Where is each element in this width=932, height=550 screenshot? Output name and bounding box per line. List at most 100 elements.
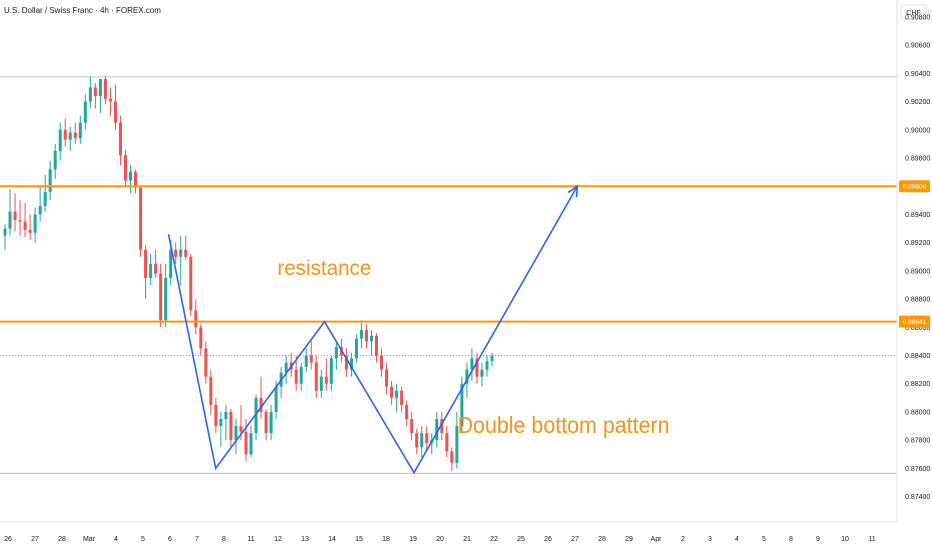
candle-body (324, 376, 328, 384)
candle (249, 426, 253, 458)
candle-body (480, 369, 484, 377)
candle-body (294, 369, 298, 384)
x-tick-label: 2 (681, 536, 685, 543)
candle (480, 362, 484, 387)
candle (174, 242, 178, 264)
candle-body (204, 348, 208, 377)
double-bottom-label[interactable]: Double bottom pattern (458, 412, 670, 438)
candle-body (364, 330, 368, 342)
candle-body (244, 431, 248, 455)
price-axis[interactable]: CHF 0.87400 0.87600 0.87800 0.88000 0.88200 0… (896, 0, 932, 522)
x-tick-label: 3 (708, 536, 712, 543)
candle-body (88, 87, 92, 102)
x-tick-label: 8 (222, 536, 226, 543)
candle (139, 186, 143, 257)
candle (184, 235, 188, 260)
x-tick-label: 28 (58, 536, 66, 543)
x-tick-label: 9 (816, 536, 820, 543)
y-tick-label: 0.88600 (905, 325, 930, 332)
pattern-arrowhead (567, 184, 579, 198)
candle (118, 115, 122, 166)
candle-body (269, 411, 273, 434)
candle (199, 324, 203, 356)
time-axis[interactable]: 26 27 28 Mar 4 5 6 7 8 11 12 13 14 15 18 19 20 21 22 25 26 27… (0, 521, 932, 550)
candle-body (254, 397, 258, 434)
pattern-drawing[interactable] (167, 184, 579, 475)
y-tick-label: 0.89800 (905, 156, 930, 163)
x-tick-label: 18 (382, 536, 390, 543)
candle-body (314, 362, 318, 391)
pattern-line[interactable] (167, 185, 579, 475)
resistance-upper-tag (899, 180, 930, 193)
candle-body (284, 362, 288, 373)
candle-body (93, 87, 97, 96)
candle-body (98, 79, 102, 96)
candle (88, 76, 92, 109)
candle (189, 253, 193, 317)
candle (400, 386, 404, 412)
candle (43, 174, 47, 212)
y-tick-label: 0.87400 (905, 494, 930, 501)
candle (53, 143, 57, 180)
candle-body (229, 411, 233, 441)
x-tick-label: 5 (762, 536, 766, 543)
candle (108, 87, 112, 116)
x-tick-label: 6 (168, 536, 172, 543)
candle (294, 355, 298, 391)
candle (415, 428, 419, 455)
candle-body (380, 355, 384, 370)
x-tick-label: 27 (31, 536, 39, 543)
candle-body (410, 419, 414, 434)
candle-body (450, 451, 454, 463)
candle-body (299, 366, 303, 384)
candle-body (159, 273, 163, 321)
reference-lines (0, 76, 897, 474)
annotations[interactable]: resistance Double bottom pattern (277, 257, 669, 438)
x-tick-label: 28 (598, 536, 606, 543)
candle-body (219, 419, 223, 427)
candle (98, 79, 102, 113)
x-tick-label: 5 (141, 536, 145, 543)
candle-body (13, 211, 17, 221)
resistance-label[interactable]: resistance (277, 257, 371, 280)
candle-body (344, 355, 348, 370)
candle (93, 83, 97, 109)
y-tick-label: 0.90000 (905, 127, 930, 134)
candle-body (485, 361, 489, 370)
candle (83, 94, 87, 130)
candle (229, 409, 233, 448)
x-tick-label: 29 (625, 536, 633, 543)
currency-box[interactable] (900, 4, 927, 20)
candle-body (460, 383, 464, 427)
candle-body (179, 249, 183, 257)
y-tick-label: 0.89000 (905, 268, 930, 275)
candle-body (249, 433, 253, 455)
candle (254, 395, 258, 441)
x-tick-label: 11 (247, 536, 254, 543)
candle-body (169, 249, 173, 278)
candle-body (33, 214, 37, 233)
candle (359, 320, 363, 349)
candle (470, 348, 474, 381)
candle-body (118, 122, 122, 156)
candle-body (415, 433, 419, 448)
candle (179, 235, 183, 285)
x-tick-label: 22 (490, 536, 498, 543)
candle-body (264, 411, 268, 434)
x-tick-label: Apr (651, 536, 663, 543)
candle (149, 253, 153, 285)
candle-body (8, 211, 12, 229)
candle (23, 203, 27, 238)
candle (204, 341, 208, 384)
candle (485, 355, 489, 377)
currency-label: CHF (906, 10, 920, 17)
candle-body (103, 79, 107, 99)
candle (299, 362, 303, 391)
candle (58, 122, 62, 161)
candle-body (23, 221, 27, 230)
candle (73, 122, 77, 144)
candle (63, 118, 67, 147)
level-lines[interactable] (0, 185, 897, 356)
x-tick-label: 7 (195, 536, 199, 543)
